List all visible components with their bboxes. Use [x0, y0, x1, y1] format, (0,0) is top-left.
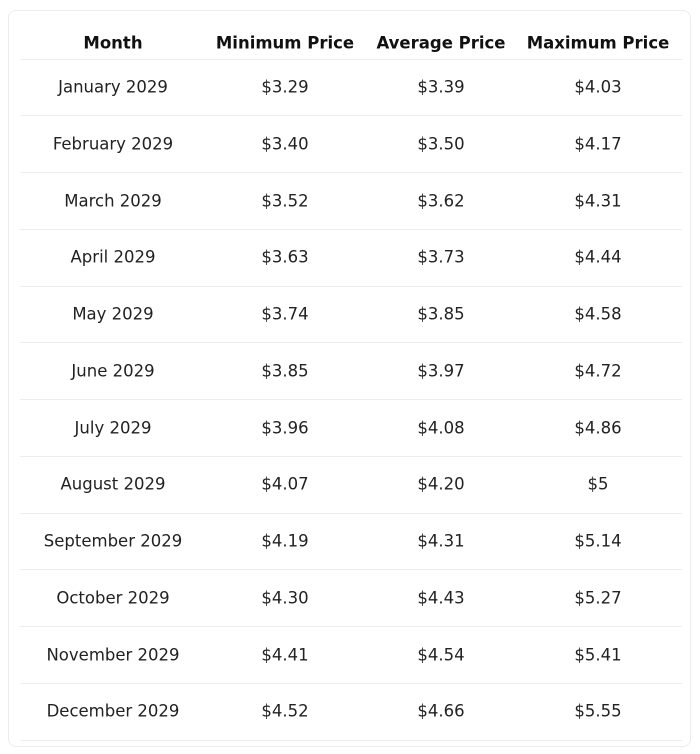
price-cell: $3.62: [417, 191, 465, 210]
price-cell: $4.44: [574, 247, 622, 267]
row-separator: [20, 115, 682, 117]
price-cell: $3.52: [261, 191, 309, 210]
price-cell: $4.54: [417, 645, 465, 664]
month-cell: November 2029: [46, 645, 180, 664]
price-cell: $4.72: [574, 361, 622, 381]
price-cell: $3.74: [261, 304, 309, 324]
row-separator: [20, 172, 682, 174]
price-cell: $4.30: [261, 588, 309, 608]
month-cell: August 2029: [60, 474, 166, 494]
price-cell: $4.20: [417, 474, 465, 494]
column-header: Maximum Price: [526, 33, 670, 53]
price-cell: $3.85: [261, 361, 309, 381]
price-cell: $3.50: [417, 134, 465, 154]
row-separator: [20, 739, 682, 741]
price-cell: $5.41: [574, 645, 622, 664]
price-cell: $4.31: [574, 191, 622, 210]
month-cell: September 2029: [43, 531, 183, 551]
column-header: Month: [83, 33, 143, 53]
price-cell: $5: [587, 474, 609, 494]
row-separator: [20, 512, 682, 514]
row-separator: [20, 455, 682, 457]
price-cell: $4.08: [417, 418, 465, 437]
price-cell: $4.03: [574, 77, 622, 97]
price-cell: $3.85: [417, 304, 465, 324]
month-cell: December 2029: [46, 701, 180, 721]
price-cell: $3.39: [417, 77, 465, 97]
row-separator: [20, 285, 682, 287]
month-cell: July 2029: [74, 418, 152, 437]
row-separator: [20, 626, 682, 628]
month-cell: June 2029: [71, 361, 155, 381]
month-cell: February 2029: [52, 134, 174, 154]
column-header: Minimum Price: [215, 33, 355, 53]
month-cell: March 2029: [64, 191, 162, 210]
price-cell: $5.27: [574, 588, 622, 608]
price-cell: $3.97: [417, 361, 465, 381]
month-cell: April 2029: [70, 247, 156, 267]
table-card: [8, 10, 691, 747]
price-cell: $4.17: [574, 134, 622, 154]
price-cell: $4.66: [417, 701, 465, 721]
row-separator: [20, 342, 682, 344]
price-cell: $4.86: [574, 418, 622, 437]
month-cell: January 2029: [58, 77, 168, 97]
price-cell: $4.52: [261, 701, 309, 721]
price-cell: $4.31: [417, 531, 465, 551]
row-separator: [20, 399, 682, 401]
price-cell: $4.41: [261, 645, 309, 664]
row-separator: [20, 58, 682, 60]
column-header: Average Price: [376, 33, 506, 53]
month-cell: October 2029: [56, 588, 170, 608]
price-cell: $3.40: [261, 134, 309, 154]
price-cell: $4.19: [261, 531, 309, 551]
row-separator: [20, 228, 682, 230]
price-cell: $3.29: [261, 77, 309, 97]
price-cell: $3.63: [261, 247, 309, 267]
price-cell: $5.55: [574, 701, 622, 721]
price-cell: $4.07: [261, 474, 309, 494]
price-cell: $4.58: [574, 304, 622, 324]
price-cell: $5.14: [574, 531, 622, 551]
price-cell: $4.43: [417, 588, 465, 608]
row-separator: [20, 682, 682, 684]
row-separator: [20, 569, 682, 571]
month-cell: May 2029: [72, 304, 154, 324]
price-cell: $3.73: [417, 247, 465, 267]
price-cell: $3.96: [261, 418, 309, 437]
